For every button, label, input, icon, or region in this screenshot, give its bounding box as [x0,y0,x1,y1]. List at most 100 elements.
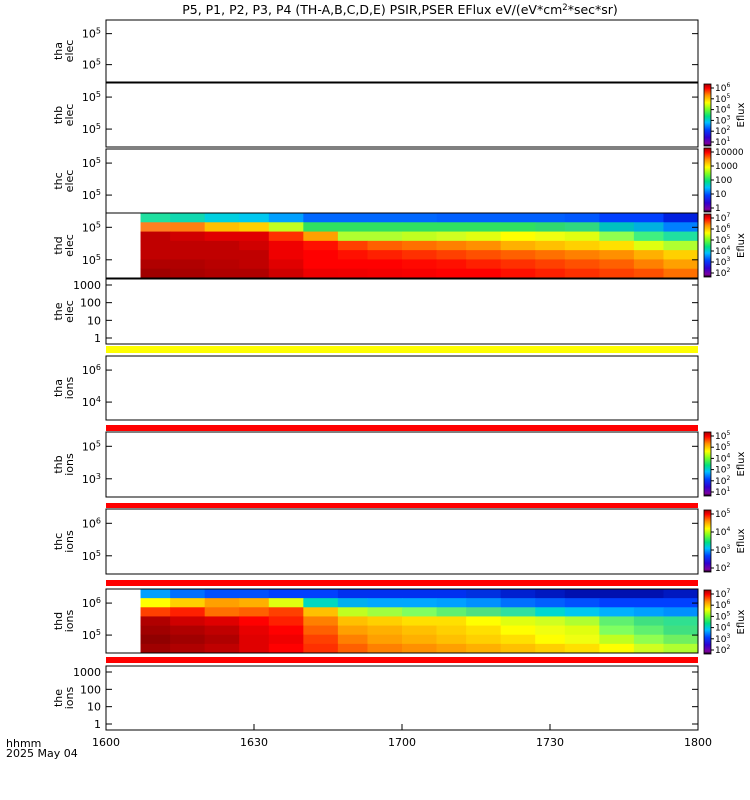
panel-frame [105,148,699,214]
spectrogram-cell [204,634,240,645]
spectrogram-cell [663,598,699,608]
spectrogram-cell [633,213,664,223]
spectrogram-cell [500,222,536,232]
spectrogram-cell [402,598,437,608]
figure-title: P5, P1, P2, P3, P4 (TH-A,B,C,D,E) PSIR,P… [182,2,618,17]
x-tick-label: 1700 [388,736,416,749]
separator-band [106,580,698,586]
spectrogram-cell [140,268,171,279]
colorbar-tick-label: 102 [715,475,730,487]
spectrogram-cell [564,213,600,223]
spectrogram-cell [663,231,699,242]
spectrogram-cell [140,250,171,260]
spectrogram-cell [663,213,699,223]
spectrogram-cell [337,598,368,608]
spectrogram-cell [466,625,502,636]
spectrogram-cell [436,259,467,270]
colorbar-scale [703,431,712,497]
spectrogram-cell [633,222,664,232]
spectrogram-cell [633,268,664,279]
spectrogram-cell [239,240,270,251]
spectrogram-cell [367,213,403,223]
colorbar-thc-ions: 105 104 103 102 Eflux [703,508,747,574]
spectrogram-cell [564,250,600,260]
panel-frame [105,19,699,83]
spectrogram-cell [303,634,339,645]
spectrogram-cell [535,231,566,242]
spectrogram-cell [500,240,536,251]
spectrogram-cell [535,634,566,645]
spectrogram-cell [239,607,270,617]
spectrogram-cell [535,268,566,279]
y-tick-label: 105 [82,58,101,72]
spectrogram-cell [633,231,664,242]
spectrogram-cell [402,213,437,223]
spectrogram-cell [402,259,437,270]
spectrogram-cell [436,240,467,251]
spectrogram-cell [140,222,171,232]
spectrogram-cell [466,222,502,232]
colorbar-tick-label: 106 [715,82,730,94]
spectrogram-cell [402,250,437,260]
y-tick-label: 105 [82,439,101,453]
spectrogram-cell [663,259,699,270]
spectrogram-cell [337,589,368,599]
spectrogram-cell [140,634,171,645]
spectrogram-cell [500,250,536,260]
spectrogram-cell [564,259,600,270]
colorbar-tick-label: 101 [715,136,730,148]
spectrogram-cell [500,231,536,242]
y-tick-label: 103 [82,472,101,486]
y-tick-label: 100 [80,297,101,310]
panel-frame [105,212,699,279]
spectrogram-cell [204,231,240,242]
spectrogram-cell [367,625,403,636]
spectrogram-cell [204,259,240,270]
spectrogram-cell [367,643,403,654]
y-tick-label: 105 [82,549,101,563]
spectrogram-cell [239,598,270,608]
spectrogram-cell [303,607,339,617]
spectrogram-cell [663,589,699,599]
spectrogram-cell [204,607,240,617]
spectrogram-cell [599,222,635,232]
spectrogram-cell [268,240,304,251]
spectrogram-cell [599,250,635,260]
spectrogram-cell [564,598,600,608]
spectrogram-cell [402,607,437,617]
spectrogram-cell [564,634,600,645]
spectrogram-cell [337,259,368,270]
spectrogram-cell [633,625,664,636]
y-tick-label: 105 [82,253,101,267]
spectrogram-cell [500,268,536,279]
spectrogram-cell [239,268,270,279]
spectrogram-cell [303,222,339,232]
spectrogram-cell [268,222,304,232]
spectrogram-cell [599,231,635,242]
spectrogram-cell [633,634,664,645]
colorbar-tick-label: 105 [715,508,730,520]
spectrogram-cell [466,607,502,617]
spectrogram-cell [204,213,240,223]
spectrogram-cell [466,259,502,270]
spectrogram-cell [303,213,339,223]
spectrogram-cell [436,213,467,223]
spectrogram-cell [367,616,403,626]
colorbar-tick-label: 105 [715,610,730,622]
spectrogram-cell [436,231,467,242]
spectrogram-cell [564,231,600,242]
spectrogram-cell [599,213,635,223]
spectrogram-cell [466,589,502,599]
spectrogram-cell [170,231,206,242]
spectrogram-cell [239,625,270,636]
panel-frame [105,82,699,148]
spectrogram-cell [500,589,536,599]
spectrogram-cell [170,625,206,636]
spectrogram-cell [535,589,566,599]
spectrogram-cell [663,268,699,279]
spectrogram-cell [367,607,403,617]
spectrogram-cell [337,625,368,636]
spectrogram-cell [402,222,437,232]
y-axis-label: thcelec [52,170,76,193]
